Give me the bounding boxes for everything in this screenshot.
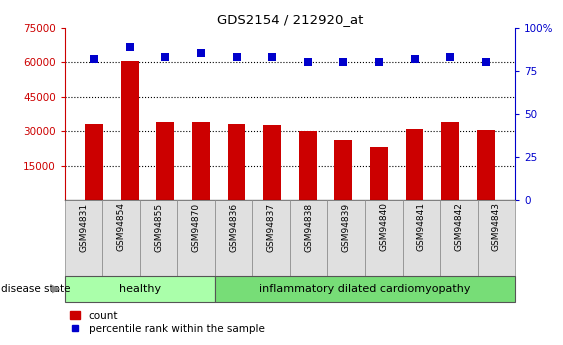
Bar	[215, 276, 515, 302]
Text: GSM94855: GSM94855	[154, 203, 163, 252]
Bar	[177, 200, 215, 276]
Text: GSM94870: GSM94870	[191, 203, 200, 252]
Text: GSM94842: GSM94842	[454, 203, 463, 251]
Bar	[440, 200, 477, 276]
Bar	[85, 124, 103, 200]
Bar	[477, 130, 495, 200]
Point	[267, 54, 276, 60]
Bar	[140, 200, 177, 276]
Point	[196, 51, 205, 56]
Text: GSM94839: GSM94839	[342, 203, 351, 252]
Point	[339, 59, 348, 65]
Bar	[290, 200, 328, 276]
Bar	[121, 61, 138, 200]
Bar	[252, 200, 290, 276]
Text: GSM94854: GSM94854	[117, 203, 126, 252]
Bar	[263, 125, 281, 200]
Bar	[365, 200, 403, 276]
Bar	[370, 147, 388, 200]
Text: inflammatory dilated cardiomyopathy: inflammatory dilated cardiomyopathy	[260, 284, 471, 294]
Text: GSM94838: GSM94838	[304, 203, 313, 252]
Point	[481, 59, 490, 65]
Bar	[65, 200, 102, 276]
Bar	[403, 200, 440, 276]
Point	[232, 54, 241, 60]
Bar	[157, 122, 174, 200]
Point	[374, 59, 383, 65]
Point	[90, 56, 99, 61]
Bar	[65, 276, 215, 302]
Bar	[328, 200, 365, 276]
Bar	[192, 122, 210, 200]
Text: GSM94831: GSM94831	[79, 203, 88, 252]
Bar	[227, 124, 245, 200]
Bar	[299, 131, 316, 200]
Text: GSM94841: GSM94841	[417, 203, 426, 252]
Text: GSM94840: GSM94840	[379, 203, 388, 252]
Point	[125, 44, 134, 49]
Point	[446, 54, 455, 60]
Bar	[477, 200, 515, 276]
Text: healthy: healthy	[119, 284, 161, 294]
Bar	[215, 200, 252, 276]
Bar	[406, 129, 423, 200]
Point	[303, 59, 312, 65]
Text: GSM94843: GSM94843	[492, 203, 501, 252]
Bar	[334, 140, 352, 200]
Title: GDS2154 / 212920_at: GDS2154 / 212920_at	[217, 13, 363, 27]
Text: disease state: disease state	[1, 284, 70, 294]
Point	[410, 56, 419, 61]
Text: GSM94837: GSM94837	[267, 203, 276, 252]
Point	[161, 54, 170, 60]
Legend: count, percentile rank within the sample: count, percentile rank within the sample	[70, 310, 265, 334]
Text: ▶: ▶	[52, 284, 61, 294]
Text: GSM94836: GSM94836	[229, 203, 238, 252]
Bar	[102, 200, 140, 276]
Bar	[441, 122, 459, 200]
